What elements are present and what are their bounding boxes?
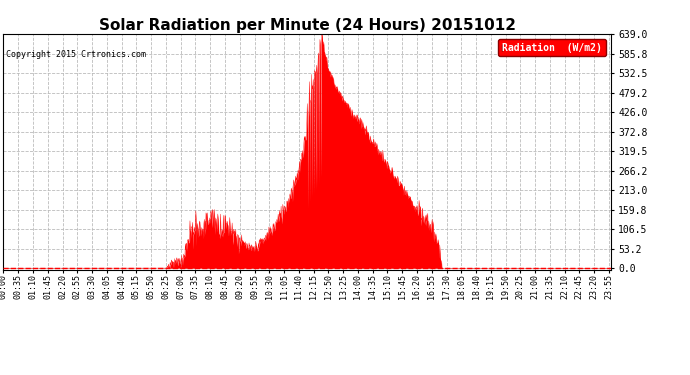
Text: Copyright 2015 Crtronics.com: Copyright 2015 Crtronics.com [6, 50, 146, 59]
Title: Solar Radiation per Minute (24 Hours) 20151012: Solar Radiation per Minute (24 Hours) 20… [99, 18, 515, 33]
Legend: Radiation  (W/m2): Radiation (W/m2) [498, 39, 606, 56]
